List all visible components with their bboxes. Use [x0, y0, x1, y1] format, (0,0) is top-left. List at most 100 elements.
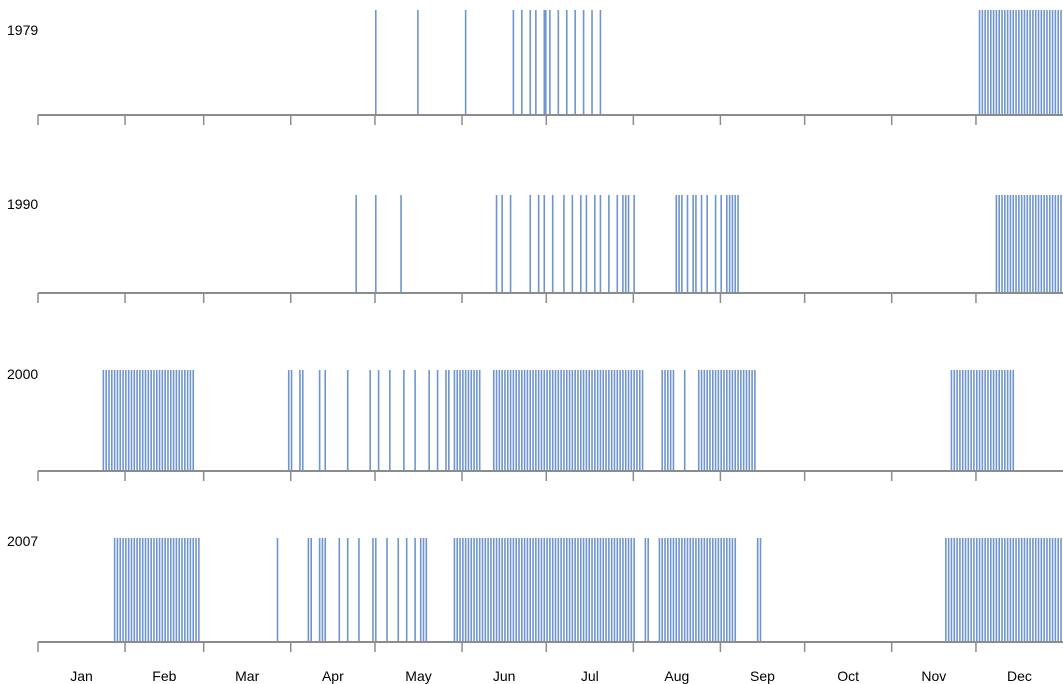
event-bar: [1032, 538, 1034, 642]
event-bar: [681, 195, 683, 293]
event-bar: [636, 370, 638, 471]
event-bar: [981, 370, 984, 471]
event-bar: [467, 370, 470, 471]
event-bar: [1029, 195, 1031, 293]
event-bar: [122, 370, 124, 471]
event-bar: [700, 370, 703, 471]
event-bar: [692, 538, 694, 642]
event-bar: [737, 195, 739, 293]
event-bar: [417, 10, 419, 115]
event-bar: [992, 538, 995, 642]
event-bar: [1012, 370, 1015, 471]
event-bar: [1043, 538, 1045, 642]
event-bar: [167, 538, 169, 642]
event-bar: [989, 10, 992, 115]
event-bar: [585, 195, 588, 293]
event-bar: [964, 370, 967, 471]
event-bar: [571, 195, 574, 293]
event-bar: [102, 370, 105, 471]
event-bar: [1015, 10, 1017, 115]
month-tick-label: Aug: [664, 668, 689, 684]
event-bar: [184, 370, 186, 471]
event-bar: [563, 538, 565, 642]
event-bar: [756, 538, 759, 642]
event-bar: [726, 195, 728, 293]
event-bar: [1060, 10, 1062, 115]
event-bar: [661, 370, 664, 471]
event-bar: [113, 538, 116, 642]
event-bar: [1009, 370, 1012, 471]
event-bar: [751, 370, 753, 471]
event-bar: [150, 370, 152, 471]
event-bar: [537, 195, 540, 293]
event-bar: [664, 538, 666, 642]
event-bar: [389, 370, 391, 471]
event-bar: [1054, 195, 1057, 293]
event-bar: [464, 538, 467, 642]
event-bar: [540, 538, 543, 642]
event-bar: [608, 538, 610, 642]
event-bar: [742, 370, 745, 471]
event-bar: [711, 538, 714, 642]
event-bar: [686, 538, 689, 642]
event-bar: [1004, 10, 1006, 115]
event-bar: [150, 538, 152, 642]
event-bar: [141, 370, 144, 471]
event-bar: [139, 538, 141, 642]
event-bar: [453, 538, 456, 642]
event-bar: [1032, 10, 1034, 115]
event-bar: [981, 10, 984, 115]
event-bar: [681, 538, 683, 642]
event-bar: [737, 370, 739, 471]
event-bar: [1004, 195, 1006, 293]
event-bar: [506, 370, 509, 471]
event-bar: [307, 538, 310, 642]
event-bar: [565, 10, 568, 115]
event-bar: [633, 370, 635, 471]
event-bar: [515, 538, 517, 642]
event-bar: [127, 370, 130, 471]
event-bar: [192, 538, 195, 642]
event-bar: [1034, 10, 1037, 115]
event-bar: [509, 370, 512, 471]
event-bar: [995, 10, 998, 115]
month-tick-label: Nov: [921, 668, 946, 684]
event-bar: [748, 370, 751, 471]
event-bar: [697, 370, 700, 471]
event-bar: [638, 370, 641, 471]
event-bar: [1060, 195, 1062, 293]
event-bar: [506, 538, 509, 642]
event-bar: [599, 195, 602, 293]
event-bar: [1054, 538, 1057, 642]
event-bar: [560, 370, 562, 471]
event-bar: [987, 538, 989, 642]
event-bar: [956, 370, 958, 471]
event-bar: [133, 538, 136, 642]
event-bar: [529, 10, 532, 115]
event-bar: [627, 538, 630, 642]
event-bar: [984, 370, 986, 471]
event-bar: [978, 10, 981, 115]
event-bar: [484, 538, 487, 642]
event-bar: [995, 195, 998, 293]
event-bar: [535, 538, 537, 642]
event-bar: [619, 370, 621, 471]
event-bar: [678, 195, 680, 293]
event-bar: [1020, 10, 1023, 115]
event-bar: [113, 370, 116, 471]
event-bar: [310, 538, 312, 642]
event-bar: [501, 195, 503, 293]
event-bar: [1034, 195, 1037, 293]
event-bar: [147, 538, 150, 642]
event-bar: [950, 370, 953, 471]
event-bar: [596, 538, 599, 642]
event-bar: [535, 370, 537, 471]
event-bar: [192, 370, 195, 471]
event-bar: [582, 538, 585, 642]
event-bar: [543, 10, 547, 115]
event-bar: [591, 10, 593, 115]
event-bar: [186, 538, 189, 642]
event-bar: [582, 370, 585, 471]
event-bar: [523, 370, 526, 471]
